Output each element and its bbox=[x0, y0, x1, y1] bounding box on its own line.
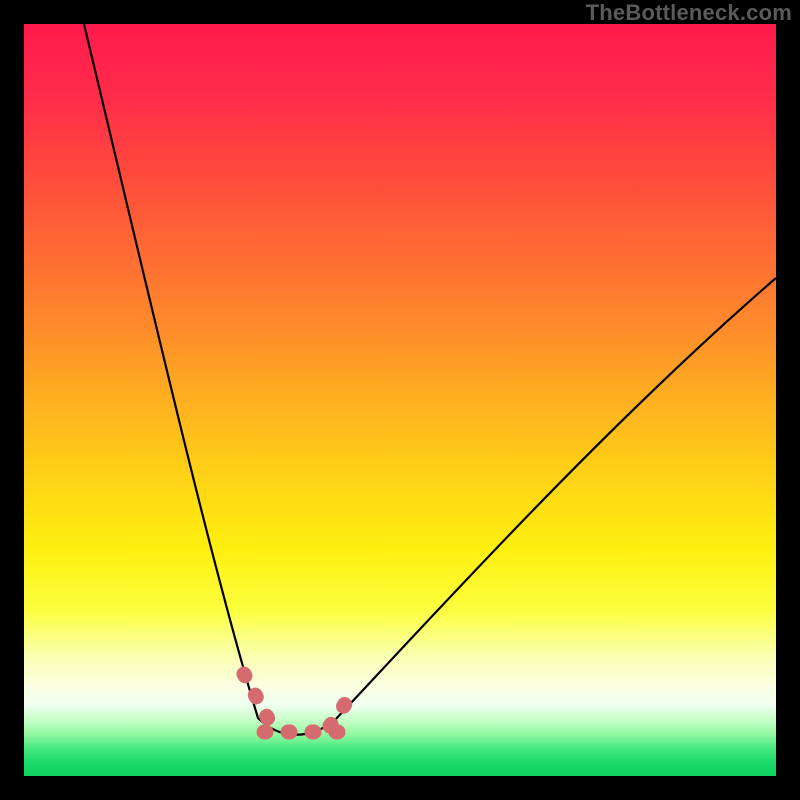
plot-background bbox=[24, 24, 776, 776]
chart-stage: TheBottleneck.com bbox=[0, 0, 800, 800]
bottleneck-chart bbox=[0, 0, 800, 800]
